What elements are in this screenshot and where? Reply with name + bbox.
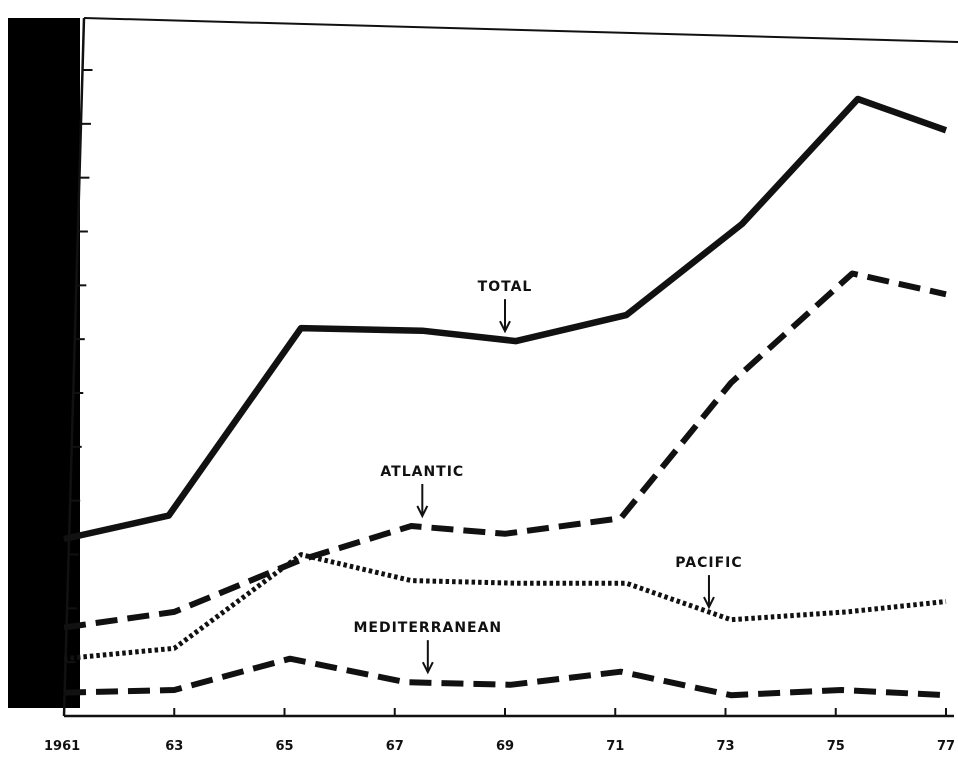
- arrow-head-pacific: [703, 596, 715, 610]
- arrow-head-total: [499, 320, 511, 334]
- series-line-atlantic: [63, 270, 947, 631]
- series-line-total: [63, 95, 948, 543]
- label-atlantic: ATLANTIC: [380, 464, 464, 480]
- x-tick-label-75: 75: [827, 739, 845, 754]
- label-total: TOTAL: [478, 279, 533, 295]
- y-axis-line: [62, 17, 86, 717]
- x-tick-label-1961: 1961: [44, 739, 80, 754]
- series-line-pacific: [63, 552, 947, 662]
- x-tick-label-77: 77: [937, 739, 955, 754]
- label-pacific: PACIFIC: [675, 555, 742, 571]
- arrow-head-mediterranean: [421, 661, 434, 675]
- x-tick-label-73: 73: [716, 739, 734, 754]
- x-tick-label-67: 67: [386, 739, 404, 754]
- x-tick-label-71: 71: [606, 739, 624, 754]
- arrow-head-atlantic: [416, 505, 429, 519]
- x-tick-label-69: 69: [496, 739, 514, 754]
- x-tick-label-65: 65: [275, 739, 293, 754]
- left-edge-bar: [8, 18, 80, 708]
- top-border-line: [83, 17, 958, 43]
- series-line-mediterranean: [63, 655, 947, 699]
- x-tick-label-63: 63: [165, 739, 183, 754]
- label-mediterranean: MEDITERRANEAN: [353, 620, 502, 636]
